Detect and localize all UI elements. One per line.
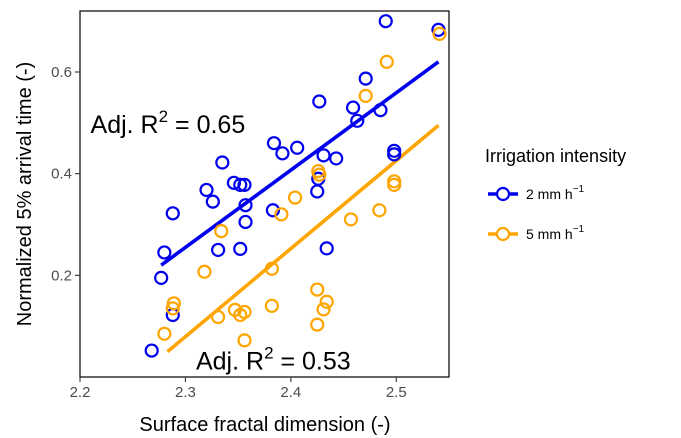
series-2mm-point: [199, 182, 214, 198]
series-5mm-point: [310, 282, 325, 297]
legend-title: Irrigation intensity: [485, 146, 626, 166]
series-5mm-point: [372, 203, 387, 218]
series-5mm-point: [274, 207, 289, 222]
series-2mm-point: [329, 151, 344, 166]
y-axis: 0.2 0.4 0.6: [51, 64, 80, 284]
legend-label: 2 mm h−1: [526, 184, 585, 202]
annotation-base: Adj. R: [196, 347, 264, 375]
legend-key-5mm-marker: [495, 226, 511, 242]
annotation-value: = 0.65: [168, 111, 245, 139]
series-2mm-point: [205, 194, 220, 209]
series-5mm-point: [166, 296, 181, 311]
series-2mm-point: [345, 100, 361, 115]
plot-panel: [79, 10, 450, 378]
series-5mm-point: [157, 326, 172, 341]
series-2mm-point: [215, 155, 230, 170]
series-2mm-point: [157, 245, 172, 260]
series-2mm-point: [233, 241, 248, 256]
series-2mm-point: [237, 177, 252, 192]
y-axis-title: Normalized 5% arrival time (-): [14, 62, 36, 327]
legend: Irrigation intensity 2 mm h−15 mm h−1: [485, 146, 626, 242]
legend-label-superscript: −1: [573, 184, 585, 195]
series-5mm-point: [264, 261, 279, 276]
x-tick-label: 2.4: [280, 384, 301, 401]
series-5mm-point: [432, 26, 447, 41]
x-axis-title: Surface fractal dimension (-): [139, 414, 390, 436]
series-2mm-point: [319, 241, 334, 256]
series-2mm-point: [275, 146, 290, 161]
series-2mm-point: [165, 206, 180, 221]
series-2mm-point: [312, 94, 327, 109]
series-5mm-point: [214, 224, 229, 239]
annotation-value: = 0.53: [274, 347, 351, 375]
series-5mm-point: [310, 317, 325, 332]
r-squared-annotation: Adj. R2 = 0.65: [91, 107, 246, 139]
r-squared-annotation: Adj. R2 = 0.53: [196, 343, 351, 375]
legend-label: 5 mm h−1: [526, 224, 585, 242]
legend-label-superscript: −1: [573, 224, 585, 235]
series-5mm-point: [197, 264, 212, 279]
y-tick-label: 0.6: [51, 64, 72, 81]
series-5mm-point: [312, 167, 327, 182]
series-2mm-point: [266, 136, 282, 151]
series-2mm-point: [358, 71, 373, 86]
x-tick-label: 2.3: [175, 384, 196, 401]
series-2mm-point: [211, 242, 226, 258]
y-tick-label: 0.4: [51, 166, 72, 183]
x-axis: 2.2 2.3 2.4 2.5: [70, 377, 407, 401]
annotation-superscript: 2: [264, 343, 273, 362]
series-5mm-point: [211, 309, 226, 325]
annotation-base: Adj. R: [91, 111, 159, 139]
series-5mm-point: [237, 333, 252, 348]
series-5mm-point: [316, 302, 331, 317]
series-2mm-point: [373, 103, 388, 118]
annotation-superscript: 2: [159, 107, 168, 126]
series-2mm-point: [387, 143, 402, 158]
series-5mm-point: [379, 54, 394, 69]
legend-label-unit: 5 mm h: [526, 226, 573, 242]
series-2mm-fit-line: [160, 60, 440, 267]
x-tick-label: 2.5: [386, 384, 407, 401]
series-2mm-point: [238, 214, 253, 230]
series-5mm-point: [358, 88, 373, 103]
plot-area: [144, 14, 447, 358]
series-5mm-point: [287, 190, 303, 205]
series-2mm-point: [350, 113, 365, 128]
series-5mm-point: [264, 298, 279, 313]
series-5mm-point: [319, 294, 334, 309]
legend-key-2mm-marker: [495, 186, 511, 202]
series-2mm-point: [154, 270, 169, 285]
series-5mm-point: [387, 177, 402, 192]
series-2mm-point: [290, 140, 305, 155]
series-2mm-point: [378, 14, 393, 29]
series-2mm-point: [238, 198, 253, 213]
series-5mm-point: [343, 212, 359, 227]
series-5mm-point: [237, 304, 252, 320]
series-2mm-point: [265, 203, 281, 218]
legend-label-unit: 2 mm h: [526, 186, 573, 202]
x-tick-label: 2.2: [70, 384, 91, 401]
series-2mm-point: [233, 177, 248, 192]
series-2mm-point: [144, 343, 159, 358]
series-2mm-point: [316, 148, 331, 163]
y-tick-label: 0.2: [51, 267, 72, 284]
